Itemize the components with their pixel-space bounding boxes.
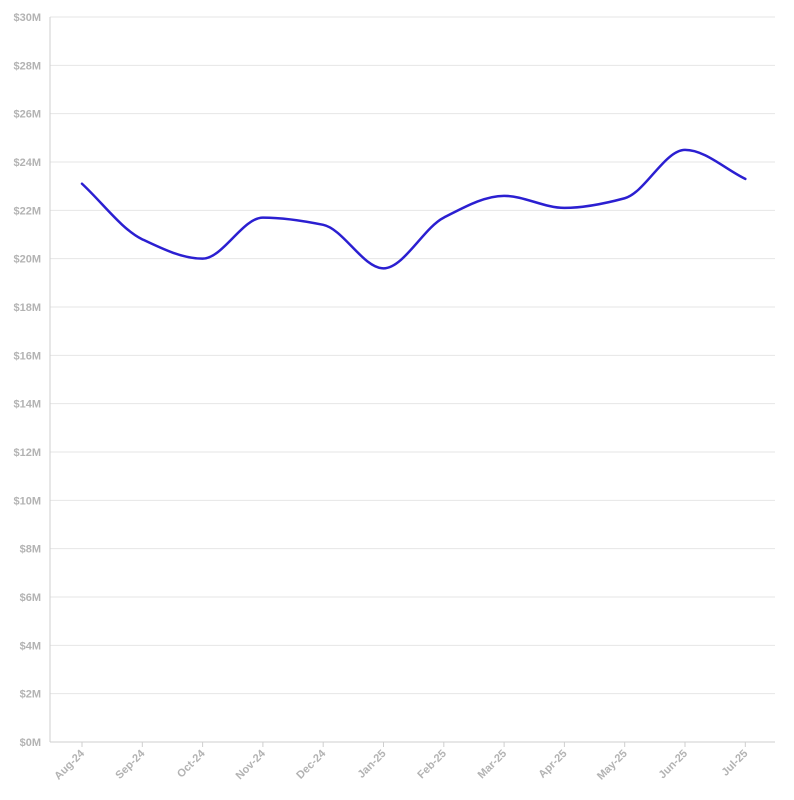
data-point xyxy=(501,193,507,199)
y-tick-label: $4M xyxy=(20,640,41,652)
data-point xyxy=(441,215,447,221)
data-point xyxy=(260,215,266,221)
x-tick-label: Mar-25 xyxy=(476,748,510,782)
y-tick-label: $2M xyxy=(20,689,41,701)
y-tick-label: $10M xyxy=(13,495,41,507)
y-tick-label: $6M xyxy=(20,592,41,604)
x-tick-label: Sep-24 xyxy=(113,747,148,782)
data-point xyxy=(381,265,387,271)
y-tick-label: $14M xyxy=(13,399,41,411)
x-tick-label: Jan-25 xyxy=(355,748,388,781)
x-tick-label: Nov-24 xyxy=(234,747,269,782)
series-layer xyxy=(79,147,748,271)
x-tick-label: Jul-25 xyxy=(719,748,750,779)
x-tick-label: Dec-24 xyxy=(294,747,329,782)
y-tick-label: $26M xyxy=(13,109,41,121)
y-tick-label: $24M xyxy=(13,157,41,169)
data-point xyxy=(139,236,145,242)
y-axis: $0M $2M $4M $6M $8M $10M $12M $14M $16M $18M $20M $… xyxy=(13,12,51,749)
y-tick-label: $30M xyxy=(13,12,41,24)
x-tick-label: Jun-25 xyxy=(657,748,691,782)
y-tick-label: $28M xyxy=(13,60,41,72)
x-tick-label: Feb-25 xyxy=(415,748,449,782)
x-tick-label: Apr-25 xyxy=(536,748,569,781)
y-tick-label: $0M xyxy=(20,737,41,749)
y-tick-label: $8M xyxy=(20,544,41,556)
series-line xyxy=(80,148,747,270)
y-tick-label: $22M xyxy=(13,205,41,217)
y-tick-label: $12M xyxy=(13,447,41,459)
data-point xyxy=(79,181,85,187)
data-point xyxy=(622,195,628,201)
x-tick-label: Aug-24 xyxy=(52,747,87,782)
y-tick-label: $20M xyxy=(13,254,41,266)
data-point xyxy=(742,176,748,182)
grid-layer xyxy=(50,16,775,743)
data-point xyxy=(320,222,326,228)
y-tick-label: $16M xyxy=(13,350,41,362)
x-tick-label: May-25 xyxy=(595,748,630,783)
x-axis: Aug-24 Sep-24 Oct-24 Nov-24 Dec-24 Jan-25 Feb-… xyxy=(52,742,750,782)
x-tick-label: Oct-24 xyxy=(175,747,208,780)
data-point xyxy=(682,147,688,153)
y-tick-label: $18M xyxy=(13,302,41,314)
data-point xyxy=(561,205,567,211)
data-point xyxy=(200,256,206,262)
